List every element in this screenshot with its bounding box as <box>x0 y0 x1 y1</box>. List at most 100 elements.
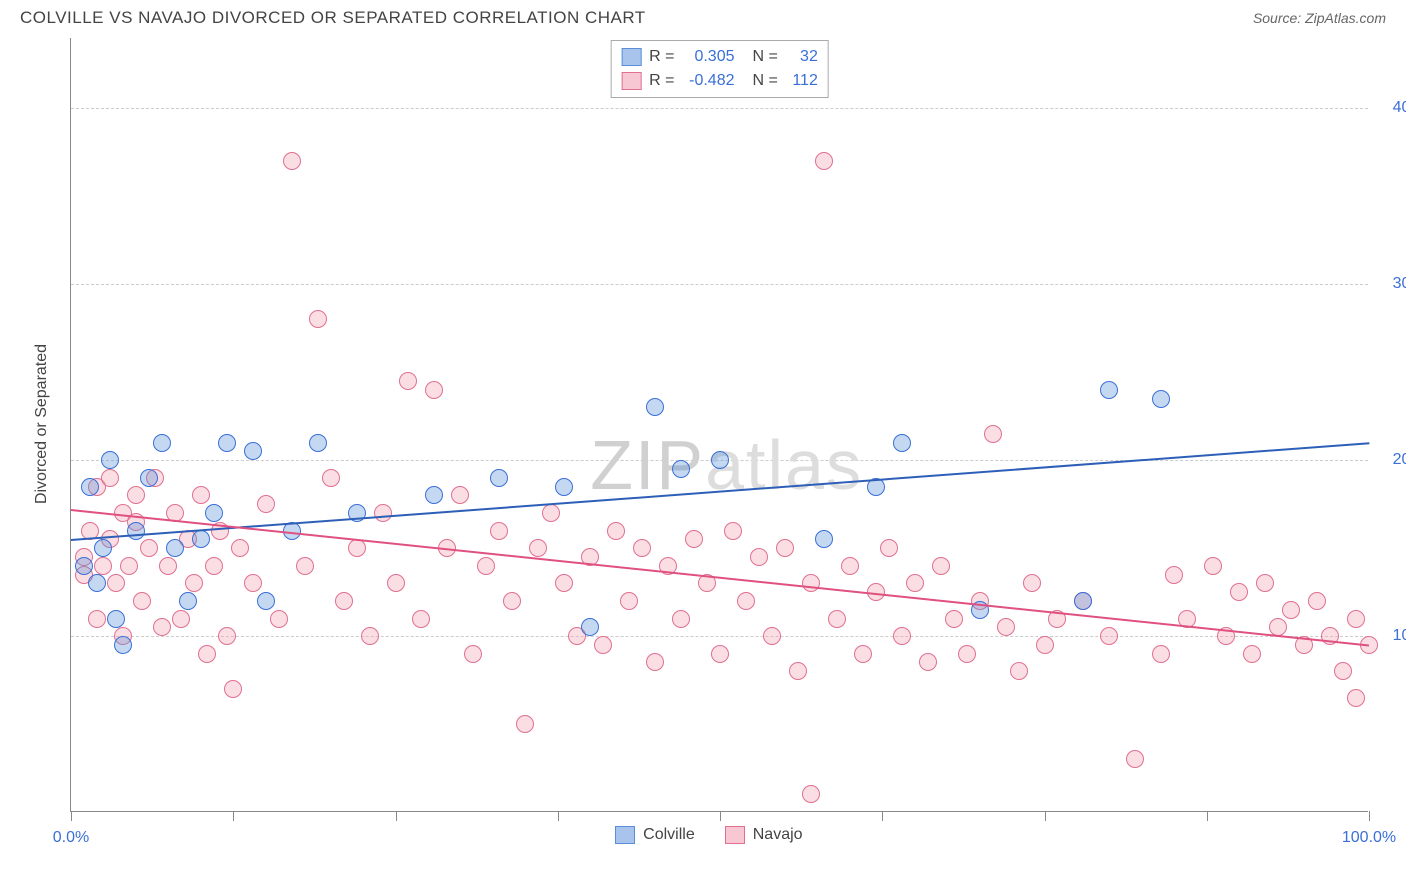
xtick <box>720 811 721 821</box>
data-point-colville <box>555 478 573 496</box>
data-point-navajo <box>932 557 950 575</box>
data-point-navajo <box>607 522 625 540</box>
ytick-label: 20.0% <box>1378 451 1406 469</box>
legend-swatch <box>621 72 641 90</box>
data-point-navajo <box>153 618 171 636</box>
gridline <box>71 284 1368 285</box>
data-point-colville <box>1074 592 1092 610</box>
correlation-chart: 10.0%20.0%30.0%40.0%0.0%100.0%ZIPatlasR … <box>20 32 1386 884</box>
data-point-colville <box>94 539 112 557</box>
data-point-navajo <box>88 610 106 628</box>
data-point-navajo <box>594 636 612 654</box>
data-point-navajo <box>919 653 937 671</box>
data-point-navajo <box>361 627 379 645</box>
data-point-navajo <box>711 645 729 663</box>
data-point-navajo <box>503 592 521 610</box>
data-point-navajo <box>257 495 275 513</box>
data-point-navajo <box>672 610 690 628</box>
r-value: 0.305 <box>683 45 735 69</box>
data-point-navajo <box>555 574 573 592</box>
data-point-colville <box>88 574 106 592</box>
data-point-colville <box>75 557 93 575</box>
data-point-navajo <box>529 539 547 557</box>
legend-label: Navajo <box>753 826 803 844</box>
correlation-row: R =0.305N =32 <box>621 45 818 69</box>
data-point-navajo <box>231 539 249 557</box>
plot-area: 10.0%20.0%30.0%40.0%0.0%100.0%ZIPatlasR … <box>70 38 1368 812</box>
data-point-navajo <box>1010 662 1028 680</box>
legend-swatch <box>725 826 745 844</box>
data-point-navajo <box>893 627 911 645</box>
data-point-colville <box>153 434 171 452</box>
legend-swatch <box>621 48 641 66</box>
data-point-navajo <box>815 152 833 170</box>
data-point-navajo <box>399 372 417 390</box>
data-point-colville <box>1152 390 1170 408</box>
correlation-row: R =-0.482N =112 <box>621 69 818 93</box>
data-point-navajo <box>198 645 216 663</box>
data-point-navajo <box>244 574 262 592</box>
data-point-navajo <box>490 522 508 540</box>
xtick <box>558 811 559 821</box>
n-label: N = <box>753 45 778 69</box>
data-point-navajo <box>1165 566 1183 584</box>
xtick-label: 0.0% <box>53 829 89 847</box>
data-point-navajo <box>218 627 236 645</box>
data-point-colville <box>107 610 125 628</box>
xtick <box>882 811 883 821</box>
data-point-navajo <box>425 381 443 399</box>
data-point-navajo <box>185 574 203 592</box>
data-point-colville <box>581 618 599 636</box>
data-point-colville <box>425 486 443 504</box>
data-point-navajo <box>101 469 119 487</box>
data-point-navajo <box>1023 574 1041 592</box>
data-point-navajo <box>1308 592 1326 610</box>
data-point-navajo <box>464 645 482 663</box>
data-point-navajo <box>120 557 138 575</box>
data-point-colville <box>179 592 197 610</box>
data-point-navajo <box>283 152 301 170</box>
data-point-navajo <box>205 557 223 575</box>
data-point-colville <box>646 398 664 416</box>
data-point-colville <box>218 434 236 452</box>
legend-swatch <box>615 826 635 844</box>
gridline <box>71 636 1368 637</box>
data-point-navajo <box>1347 610 1365 628</box>
data-point-navajo <box>133 592 151 610</box>
ytick-label: 30.0% <box>1378 275 1406 293</box>
data-point-navajo <box>192 486 210 504</box>
data-point-colville <box>490 469 508 487</box>
data-point-navajo <box>516 715 534 733</box>
data-point-colville <box>205 504 223 522</box>
legend-item: Navajo <box>725 826 803 844</box>
xtick <box>71 811 72 821</box>
data-point-navajo <box>127 486 145 504</box>
data-point-navajo <box>296 557 314 575</box>
data-point-navajo <box>802 574 820 592</box>
xtick <box>1045 811 1046 821</box>
data-point-navajo <box>945 610 963 628</box>
data-point-navajo <box>542 504 560 522</box>
data-point-colville <box>140 469 158 487</box>
data-point-navajo <box>724 522 742 540</box>
source-prefix: Source: <box>1253 10 1305 26</box>
data-point-navajo <box>828 610 846 628</box>
data-point-colville <box>309 434 327 452</box>
data-point-navajo <box>1243 645 1261 663</box>
data-point-navajo <box>1152 645 1170 663</box>
xtick <box>1369 811 1370 821</box>
data-point-colville <box>127 522 145 540</box>
data-point-colville <box>711 451 729 469</box>
data-point-navajo <box>1126 750 1144 768</box>
data-point-navajo <box>322 469 340 487</box>
data-point-navajo <box>412 610 430 628</box>
data-point-navajo <box>1100 627 1118 645</box>
data-point-navajo <box>802 785 820 803</box>
data-point-navajo <box>1230 583 1248 601</box>
data-point-navajo <box>387 574 405 592</box>
data-point-colville <box>672 460 690 478</box>
r-value: -0.482 <box>683 69 735 93</box>
data-point-navajo <box>750 548 768 566</box>
yaxis-label: Divorced or Separated <box>33 344 51 504</box>
data-point-navajo <box>958 645 976 663</box>
